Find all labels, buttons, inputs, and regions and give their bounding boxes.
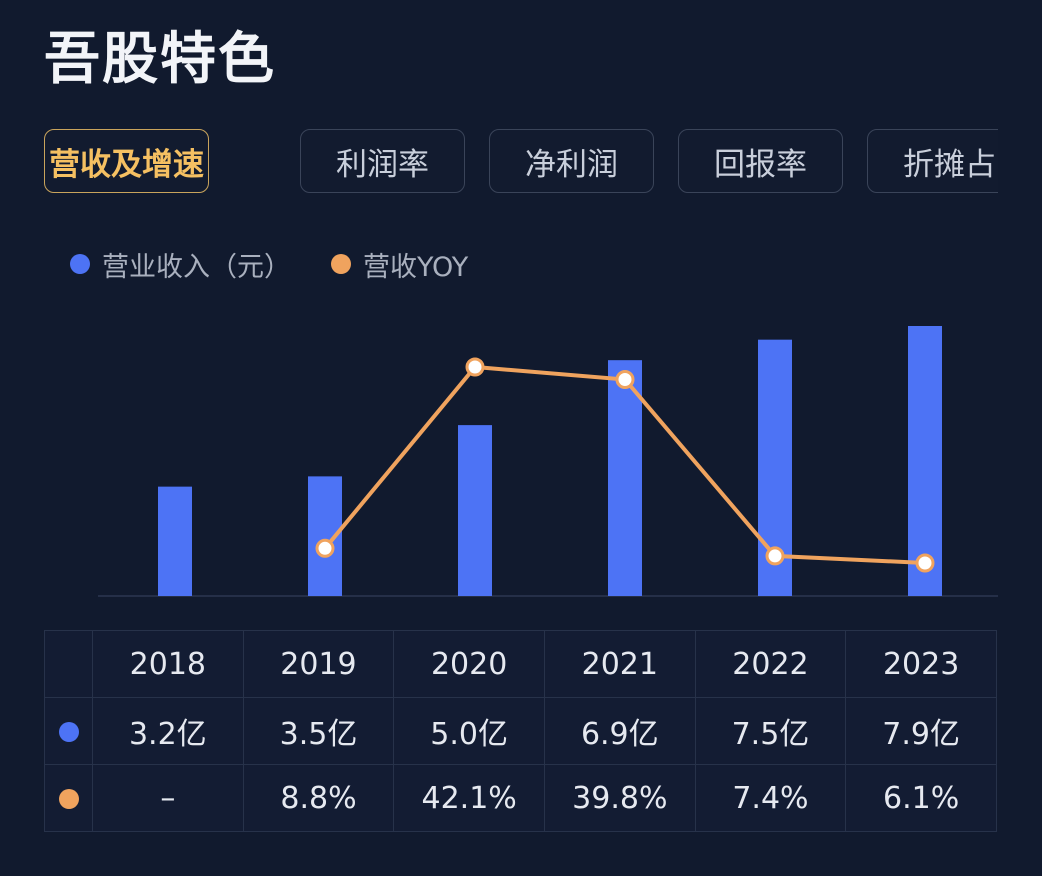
table-cell: 8.8% bbox=[242, 764, 395, 832]
table-header-cell: 2020 bbox=[393, 630, 545, 698]
table-cell: 39.8% bbox=[543, 764, 696, 832]
yoy-point-2020 bbox=[465, 357, 485, 377]
yoy-point-2019 bbox=[315, 538, 335, 558]
table-cell: 6.1% bbox=[845, 764, 997, 832]
table-cell: – bbox=[92, 764, 244, 832]
table-header-cell: 2023 bbox=[845, 630, 997, 698]
revenue-dot-icon bbox=[58, 722, 79, 742]
revenue-marker-cell bbox=[44, 697, 93, 765]
revenue-bar-2020 bbox=[458, 425, 492, 596]
revenue-bar-2021 bbox=[608, 360, 642, 596]
legend-dot-yoy bbox=[331, 254, 351, 274]
yoy-point-2022 bbox=[765, 546, 785, 566]
yoy-point-2021 bbox=[615, 370, 635, 390]
legend-label-revenue: 营业收入（元） bbox=[102, 251, 291, 283]
tab-net-profit[interactable]: 净利润 bbox=[489, 129, 654, 193]
table-corner-cell bbox=[44, 630, 93, 698]
table-header-cell: 2021 bbox=[543, 630, 696, 698]
yoy-marker-cell bbox=[44, 764, 93, 832]
table-header-cell: 2022 bbox=[694, 630, 847, 698]
revenue-bar-2018 bbox=[158, 486, 192, 596]
yoy-dot-icon bbox=[58, 789, 79, 809]
tab-return-rate[interactable]: 回报率 bbox=[678, 129, 843, 193]
table-cell: 3.2亿 bbox=[92, 697, 244, 765]
metric-tabs: 营收及增速 利润率 净利润 回报率 折摊占 bbox=[44, 129, 998, 197]
legend-dot-revenue bbox=[70, 254, 90, 274]
table-cell: 7.4% bbox=[694, 764, 847, 832]
chart-legend: 营业收入（元） 营收YOY bbox=[70, 244, 508, 284]
table-cell: 3.5亿 bbox=[242, 697, 395, 765]
table-header-row: 2018 2019 2020 2021 2022 2023 bbox=[44, 630, 997, 698]
tab-profit-margin[interactable]: 利润率 bbox=[300, 129, 465, 193]
revenue-chart bbox=[98, 326, 998, 597]
table-header-cell: 2019 bbox=[242, 630, 395, 698]
table-cell: 5.0亿 bbox=[393, 697, 545, 765]
table-row-yoy: – 8.8% 42.1% 39.8% 7.4% 6.1% bbox=[44, 764, 997, 832]
tab-depreciation[interactable]: 折摊占 bbox=[867, 129, 998, 193]
page-title: 吾股特色 bbox=[44, 27, 276, 92]
table-row-revenue: 3.2亿 3.5亿 5.0亿 6.9亿 7.5亿 7.9亿 bbox=[44, 697, 997, 765]
table-cell: 7.9亿 bbox=[845, 697, 997, 765]
table-header-cell: 2018 bbox=[92, 630, 244, 698]
tab-revenue-growth[interactable]: 营收及增速 bbox=[44, 129, 209, 193]
legend-item-revenue: 营业收入（元） bbox=[70, 245, 291, 284]
table-cell: 7.5亿 bbox=[694, 697, 847, 765]
legend-label-yoy: 营收YOY bbox=[363, 251, 469, 283]
data-table: 2018 2019 2020 2021 2022 2023 3.2亿 3.5亿 … bbox=[44, 630, 997, 832]
revenue-bar-2023 bbox=[908, 326, 942, 596]
table-cell: 42.1% bbox=[393, 764, 545, 832]
table-cell: 6.9亿 bbox=[543, 697, 696, 765]
yoy-point-2023 bbox=[915, 553, 935, 573]
legend-item-yoy: 营收YOY bbox=[331, 245, 468, 284]
